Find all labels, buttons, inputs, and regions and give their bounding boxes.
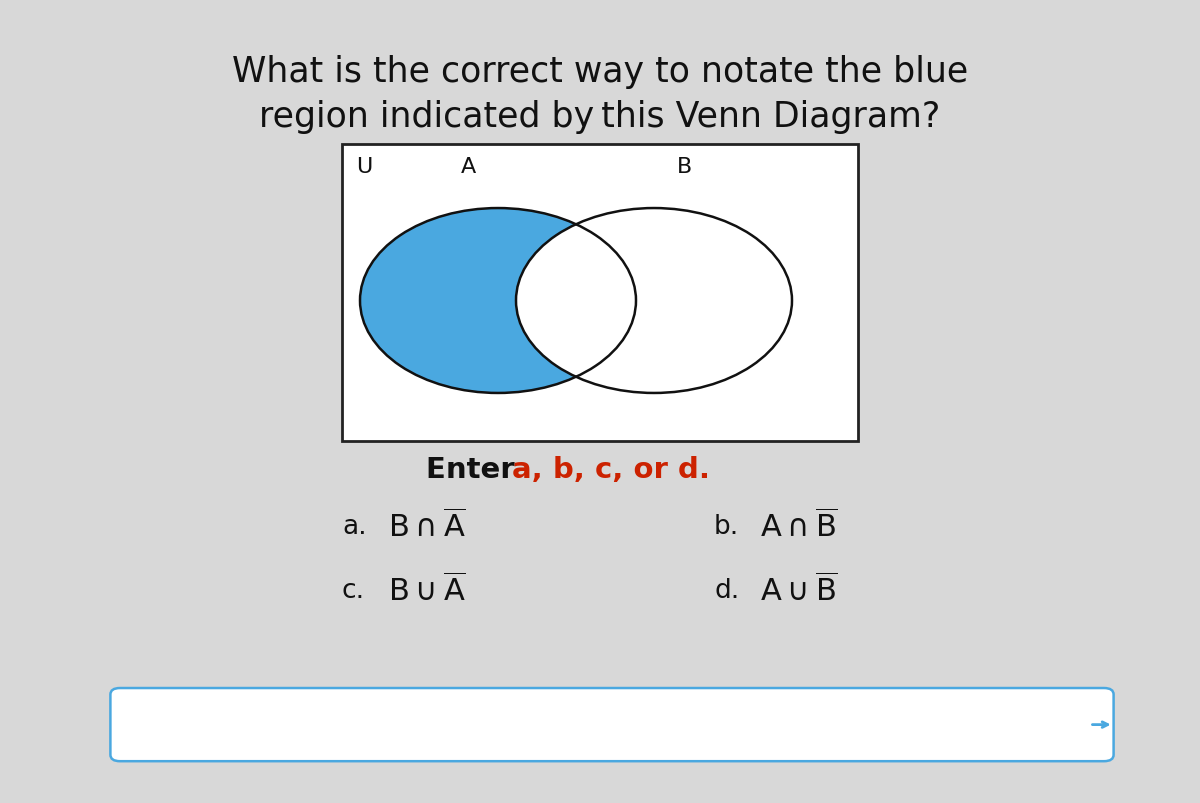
Text: A: A (461, 157, 475, 177)
FancyBboxPatch shape (342, 145, 858, 442)
FancyBboxPatch shape (110, 688, 1114, 761)
Text: $\mathregular{A}\cap\overline{\mathregular{B}}$: $\mathregular{A}\cap\overline{\mathregul… (760, 509, 838, 543)
Text: B: B (677, 157, 691, 177)
Text: U: U (356, 157, 373, 177)
Text: $\mathregular{B}\cap\overline{\mathregular{A}}$: $\mathregular{B}\cap\overline{\mathregul… (388, 509, 466, 543)
Text: What is the correct way to notate the blue: What is the correct way to notate the bl… (232, 55, 968, 89)
Text: $\mathregular{B}\cup\overline{\mathregular{A}}$: $\mathregular{B}\cup\overline{\mathregul… (388, 573, 466, 607)
Text: d.: d. (714, 577, 739, 603)
Circle shape (516, 209, 792, 393)
Circle shape (360, 209, 636, 393)
Text: $\mathregular{A}\cup\overline{\mathregular{B}}$: $\mathregular{A}\cup\overline{\mathregul… (760, 573, 838, 607)
Text: Enter: Enter (426, 456, 524, 483)
Text: a, b, c, or d.: a, b, c, or d. (512, 456, 710, 483)
Text: region indicated by this Venn Diagram?: region indicated by this Venn Diagram? (259, 100, 941, 133)
Text: b.: b. (714, 513, 739, 539)
Text: a.: a. (342, 513, 367, 539)
Text: c.: c. (342, 577, 365, 603)
